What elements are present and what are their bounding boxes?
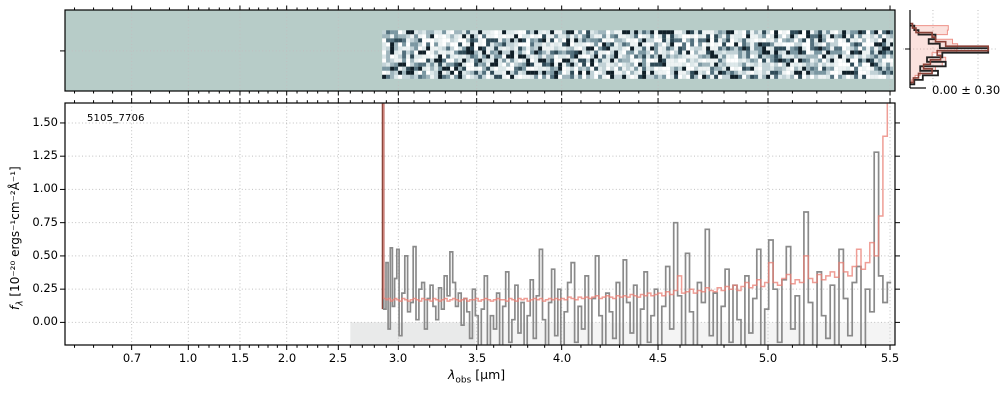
x-tick-label: 2.5 (328, 351, 348, 365)
y-tick-label: 0.75 (32, 215, 58, 229)
stat-annotation: 0.00 ± 0.30 (932, 83, 1000, 97)
main-ticks (60, 98, 900, 350)
x-tick-label: 3.0 (388, 351, 408, 365)
error-line (383, 103, 889, 302)
2d-noise-image (382, 30, 893, 79)
histogram-darkred-steps (910, 22, 989, 84)
main-frame (64, 102, 896, 346)
x-tick-label: 3.5 (467, 351, 487, 365)
y-tick-label: 1.50 (32, 115, 58, 129)
main-plot-panel (60, 98, 900, 350)
x-axis-label: λobs [μm] (448, 367, 505, 386)
y-tick-label: 1.00 (32, 181, 58, 195)
x-tick-label: 1.5 (230, 351, 250, 365)
y-axis-label-symbol: f (8, 305, 22, 310)
x-tick-label: 1.0 (178, 351, 198, 365)
x-axis-label-subscript: obs (455, 375, 472, 386)
x-axis-label-symbol: λ (448, 367, 456, 382)
x-tick-label: 4.5 (648, 351, 668, 365)
x-tick-label: 2.0 (277, 351, 297, 365)
spectrum-2d-panel (60, 5, 896, 96)
spectrum-data (381, 103, 892, 345)
y-tick-label: 1.25 (32, 148, 58, 162)
histogram-black-steps (910, 24, 990, 86)
x-tick-label: 5.5 (880, 351, 900, 365)
x-axis-label-unit: [μm] (471, 367, 506, 382)
y-tick-label: 0.25 (32, 281, 58, 295)
y-tick-label: 0.50 (32, 248, 58, 262)
x-tick-label: 4.0 (552, 351, 572, 365)
y-axis-label-subscript: λ (15, 300, 26, 306)
2d-ticks (60, 5, 891, 96)
histogram-panel (903, 10, 998, 89)
object-id-label: 5105_7706 (87, 113, 145, 124)
y-tick-label: 0.00 (32, 314, 58, 328)
x-tick-label: 5.0 (758, 351, 778, 365)
x-tick-label: 0.7 (122, 351, 142, 365)
